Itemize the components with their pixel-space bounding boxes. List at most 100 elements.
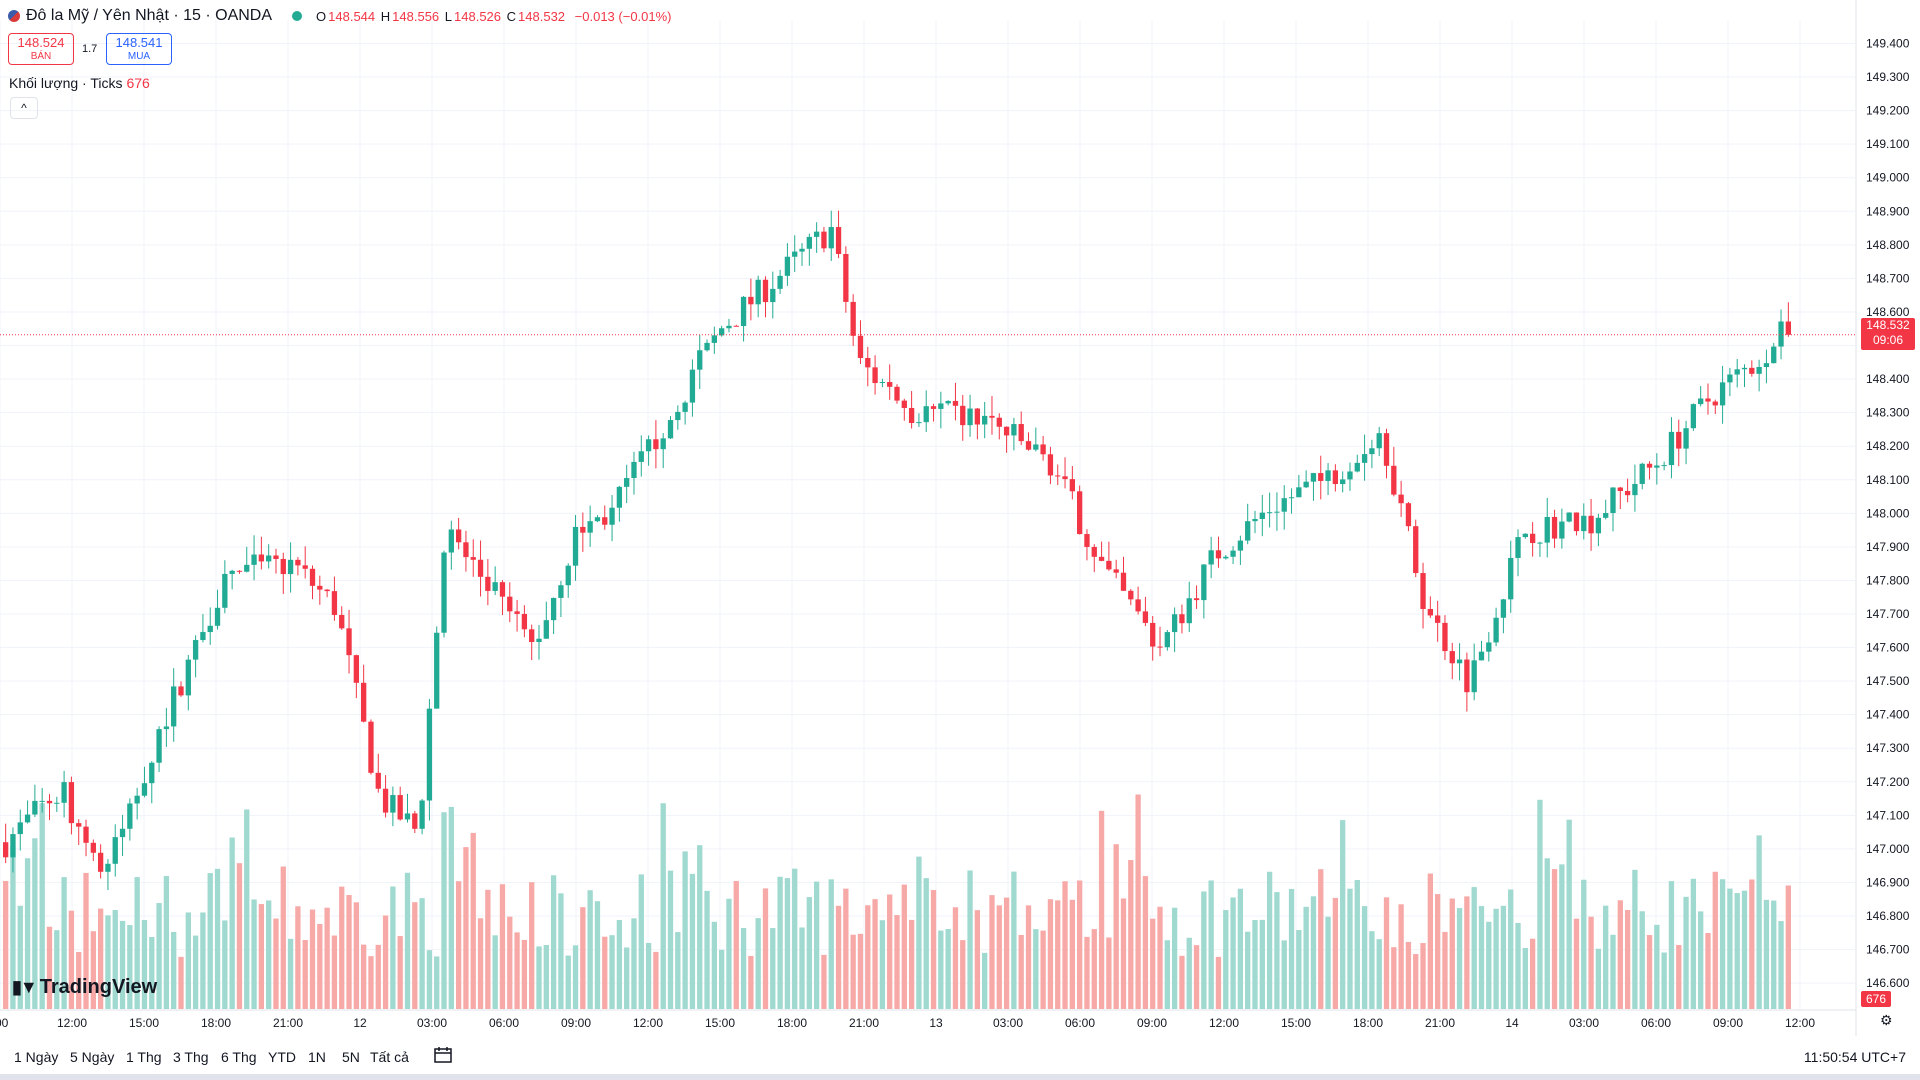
calendar-icon[interactable] [432, 1044, 454, 1066]
time-tick-label: 06:00 [1065, 1016, 1095, 1030]
candle-body [1164, 632, 1170, 648]
price-tick-label: 149.300 [1866, 70, 1910, 84]
candle-body [1310, 473, 1317, 482]
timeframe-8[interactable]: 5N [342, 1049, 360, 1065]
volume-bar [1223, 910, 1229, 1009]
symbol-title[interactable]: Đô la Mỹ / Yên Nhật · 15 · OANDA [26, 7, 273, 24]
volume-bar [1113, 844, 1119, 1009]
price-tick-label: 147.000 [1866, 842, 1910, 856]
volume-bar [1142, 876, 1149, 1009]
timeframe-1[interactable]: 1 Ngày [14, 1049, 59, 1065]
candle-body [967, 408, 973, 426]
volume-bar [1603, 905, 1609, 1009]
volume-bar [1230, 897, 1236, 1009]
time-tick-label: 09:00 [1137, 1016, 1167, 1030]
tradingview-logo[interactable]: ▮▼ TradingView [12, 976, 157, 999]
candle-body [368, 721, 374, 773]
volume-bar [1405, 941, 1412, 1009]
candle-body [1288, 497, 1295, 499]
timeframe-2[interactable]: 5 Ngày [70, 1049, 115, 1065]
clock-timezone[interactable]: 11:50:54 UTC+7 [1803, 1049, 1906, 1065]
market-status-icon[interactable] [292, 11, 303, 21]
candle-body [850, 301, 856, 336]
timeframe-7[interactable]: 1N [308, 1049, 326, 1065]
volume-bar [1135, 794, 1141, 1009]
volume-bar [441, 812, 447, 1009]
candle-body [1091, 546, 1097, 557]
symbol-header: Đô la Mỹ / Yên Nhật · 15 · OANDA O 148.54… [8, 6, 674, 26]
candle-body [1420, 573, 1426, 609]
volume-bar [916, 856, 922, 1009]
timeframe-9[interactable]: Tất cả [370, 1049, 409, 1065]
candle-body [704, 342, 710, 351]
candle-body [879, 382, 886, 384]
candle-body [550, 597, 557, 621]
candle-body [295, 559, 301, 566]
candle-body [667, 420, 674, 439]
candle-body [1690, 404, 1697, 429]
sell-button[interactable]: 148.524 BÁN [8, 33, 74, 65]
candle-body [1003, 426, 1010, 436]
time-tick-label: 03:00 [1569, 1016, 1599, 1030]
candle-body [1237, 540, 1244, 551]
candle-body [843, 253, 849, 302]
volume-legend[interactable]: Khối lượng · Ticks 676 [9, 75, 150, 91]
volume-bar [748, 955, 754, 1009]
volume-bar [580, 907, 586, 1009]
timeframe-5[interactable]: 6 Thg [221, 1049, 257, 1065]
buy-label: MUA [127, 51, 151, 62]
tradingview-logo-icon: ▮▼ [12, 977, 38, 997]
volume-bar [39, 803, 45, 1009]
volume-bar [368, 956, 374, 1009]
candle-body [434, 632, 440, 709]
candle-body [1661, 465, 1667, 467]
volume-bar [507, 916, 513, 1009]
candle-body [1252, 518, 1258, 522]
candle-body [1544, 516, 1550, 543]
volume-bar [1171, 907, 1178, 1009]
volume-bar [3, 880, 9, 1009]
candle-body [1266, 512, 1273, 514]
volume-bar [1719, 879, 1726, 1009]
candle-body [1573, 512, 1580, 532]
volume-bar [740, 928, 747, 1009]
volume-bar [448, 806, 454, 1009]
time-tick-label: 12:00 [1209, 1016, 1239, 1030]
timeframe-6[interactable]: YTD [268, 1049, 296, 1065]
volume-bar [1705, 932, 1711, 1009]
volume-bar [10, 845, 16, 1009]
chevron-up-icon[interactable]: ^ [10, 97, 38, 119]
settings-icon[interactable]: ⚙ [1880, 1012, 1893, 1028]
time-tick-label: 15:00 [705, 1016, 735, 1030]
price-tick-label: 146.800 [1866, 909, 1910, 923]
candle-body [97, 852, 104, 872]
candle-body [477, 559, 484, 577]
candle-body [3, 842, 9, 858]
candle-body [1595, 517, 1602, 534]
buy-button[interactable]: 148.541 MUA [106, 33, 172, 65]
volume-bar [76, 952, 82, 1009]
volume-bar [426, 950, 433, 1009]
timeframe-4[interactable]: 3 Thg [173, 1049, 209, 1065]
candle-body [346, 628, 352, 656]
volume-bar [777, 876, 783, 1009]
volume-bar [514, 932, 520, 1009]
candle-body [1047, 454, 1054, 476]
volume-bar [171, 931, 177, 1009]
volume-bar [1727, 888, 1733, 1009]
volume-bar [675, 932, 681, 1009]
volume-bar [404, 872, 411, 1009]
candle-body [32, 800, 38, 815]
candle-body [1566, 512, 1572, 522]
candle-body [192, 640, 199, 660]
timeframe-3[interactable]: 1 Thg [126, 1049, 162, 1065]
volume-bar [1040, 930, 1046, 1009]
candle-body [1171, 614, 1178, 633]
candle-body [207, 625, 213, 633]
candle-body [1632, 483, 1638, 496]
candle-body [1639, 463, 1645, 484]
volume-bar [280, 866, 286, 1009]
candle-body [105, 863, 111, 872]
candle-body [324, 589, 330, 592]
